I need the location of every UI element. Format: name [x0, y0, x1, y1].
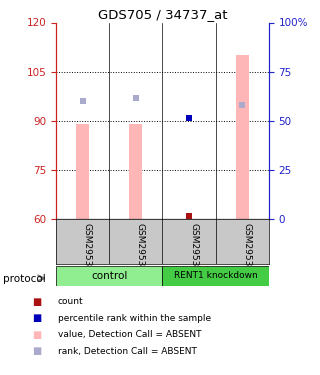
Text: GSM29531: GSM29531	[136, 223, 145, 272]
Bar	[236, 56, 249, 219]
Text: value, Detection Call = ABSENT: value, Detection Call = ABSENT	[58, 330, 201, 339]
Text: percentile rank within the sample: percentile rank within the sample	[58, 314, 211, 323]
Bar	[56, 266, 163, 286]
Text: rank, Detection Call = ABSENT: rank, Detection Call = ABSENT	[58, 347, 196, 356]
Text: GSM29530: GSM29530	[83, 223, 92, 272]
Text: ■: ■	[32, 314, 41, 323]
Title: GDS705 / 34737_at: GDS705 / 34737_at	[98, 8, 227, 21]
Bar	[76, 124, 89, 219]
Text: GSM29532: GSM29532	[189, 223, 198, 272]
Text: control: control	[91, 271, 127, 281]
Text: count: count	[58, 297, 83, 306]
Text: ■: ■	[32, 297, 41, 307]
Text: protocol: protocol	[3, 274, 46, 284]
Text: GSM29534: GSM29534	[242, 223, 251, 272]
Bar	[163, 266, 269, 286]
Text: RENT1 knockdown: RENT1 knockdown	[174, 272, 258, 280]
Text: ■: ■	[32, 346, 41, 356]
Text: ■: ■	[32, 330, 41, 340]
Bar	[129, 124, 142, 219]
